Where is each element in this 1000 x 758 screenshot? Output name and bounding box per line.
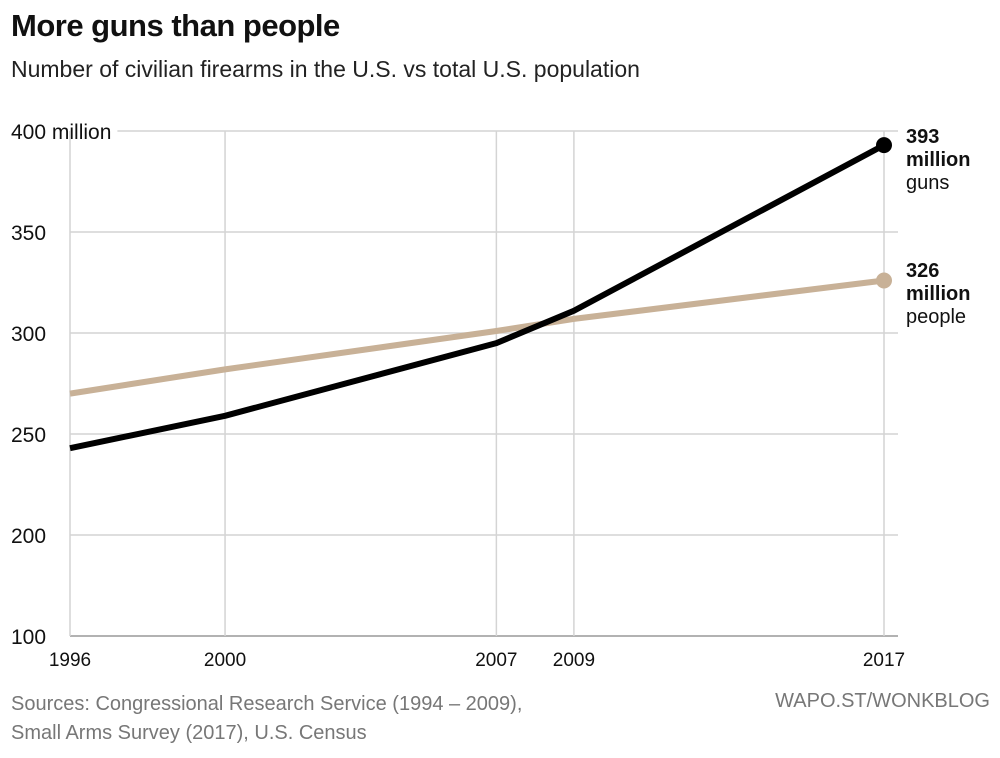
series-line-people <box>69 277 885 397</box>
y-tick-label: 300 <box>11 323 46 346</box>
label-backing <box>9 121 118 144</box>
chart-title: More guns than people <box>11 8 340 43</box>
y-tick-label: 100 <box>11 626 46 649</box>
y-tick-label: 400 million <box>11 121 111 144</box>
x-tick-label: 1996 <box>49 650 91 671</box>
source-line: Sources: Congressional Research Service … <box>11 693 523 715</box>
y-tick-label: 250 <box>11 424 46 447</box>
source-line: Small Arms Survey (2017), U.S. Census <box>11 722 367 744</box>
guns-end-value: 393 <box>906 126 940 148</box>
people-end-value: 326 <box>906 260 940 282</box>
guns-end-name: guns <box>906 172 950 194</box>
credit: WAPO.ST/WONKBLOG <box>775 690 990 712</box>
x-tick-label: 2000 <box>204 650 246 671</box>
y-tick-label: 350 <box>11 222 46 245</box>
series-endpoint-guns <box>876 137 892 154</box>
guns-end-unit: million <box>906 149 971 171</box>
x-tick-label: 2017 <box>863 650 905 671</box>
chart-subtitle: Number of civilian firearms in the U.S. … <box>11 56 640 82</box>
x-tick-label: 2007 <box>475 650 517 671</box>
guns-end-label: 393 million guns <box>906 126 970 195</box>
series-endpoint-people <box>876 272 892 289</box>
people-end-unit: million <box>906 283 971 305</box>
x-tick-label: 2009 <box>553 650 595 671</box>
people-end-name: people <box>906 306 967 328</box>
y-tick-label: 200 <box>11 525 46 548</box>
people-end-label: 326 million people <box>906 260 970 329</box>
sources: Sources: Congressional Research Service … <box>11 690 522 748</box>
series-line-guns <box>69 142 886 452</box>
